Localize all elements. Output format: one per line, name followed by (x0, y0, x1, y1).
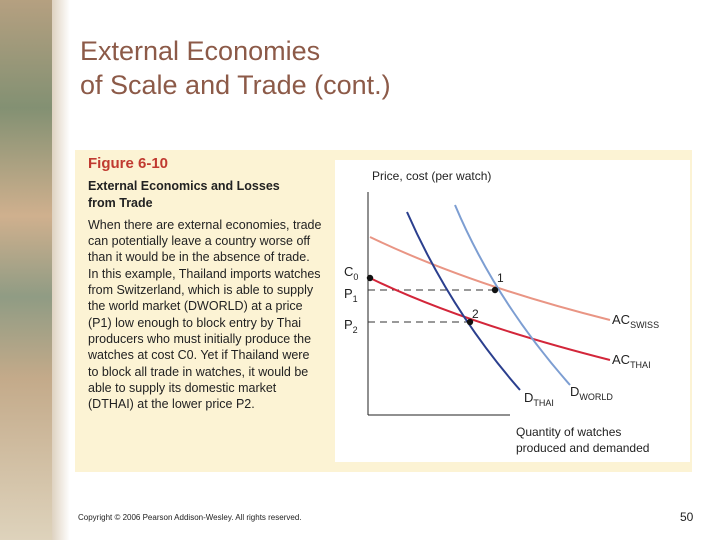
price-label: C0 (344, 264, 358, 282)
ac-thai-curve (369, 277, 611, 361)
curve-label: DTHAI (524, 390, 554, 408)
footer: Copyright © 2006 Pearson Addison-Wesley.… (78, 513, 302, 522)
curve-label-main: AC (612, 352, 630, 367)
decor-strip (0, 0, 52, 540)
point-2 (466, 318, 474, 326)
x-axis-label: produced and demanded (516, 441, 649, 455)
curve-label-main: D (570, 384, 579, 399)
figure-caption: When there are external economies, trade… (88, 217, 322, 412)
ac-swiss-curve (369, 236, 611, 321)
price-label-main: P (344, 286, 353, 301)
page-number: 50 (680, 510, 694, 524)
d-world-curve (454, 204, 571, 386)
point-1 (491, 286, 499, 294)
price-label-main: C (344, 264, 353, 279)
curve-label: ACSWISS (612, 312, 659, 330)
y-axis-label: Price, cost (per watch) (372, 169, 491, 183)
price-label-sub: 2 (353, 325, 358, 335)
figure-title-line: from Trade (88, 195, 153, 210)
figure-title: External Economics and Losses from Trade (88, 178, 323, 211)
x-axis-label: Quantity of watches (516, 425, 621, 439)
price-label-sub: 1 (353, 294, 358, 304)
curve-label-main: AC (612, 312, 630, 327)
curve-label: ACTHAI (612, 352, 651, 370)
curve-label-sub: WORLD (579, 392, 613, 402)
point-label: 2 (472, 307, 479, 321)
figure-label: Figure 6-10 (88, 155, 169, 172)
decor-fade (52, 0, 70, 540)
point-c0 (366, 274, 374, 282)
diagram: Price, cost (per watch) Quantity of watc… (335, 160, 690, 462)
curve-label-sub: SWISS (630, 320, 659, 330)
figure-title-line: External Economics and Losses (88, 179, 280, 194)
curve-label-sub: THAI (630, 360, 651, 370)
point-label: 1 (497, 271, 504, 285)
figure-text: Figure 6-10 External Economics and Losse… (88, 155, 323, 412)
title-line: of Scale and Trade (cont.) (80, 70, 391, 100)
price-label: P2 (344, 317, 358, 335)
d-thai-curve (406, 211, 521, 391)
curve-label-main: D (524, 390, 533, 405)
price-label: P1 (344, 286, 358, 304)
slide-title: External Economies of Scale and Trade (c… (80, 34, 391, 102)
curve-label-sub: THAI (533, 398, 554, 408)
price-label-sub: 0 (353, 272, 358, 282)
price-label-main: P (344, 317, 353, 332)
curve-label: DWORLD (570, 384, 613, 402)
title-line: External Economies (80, 36, 321, 66)
